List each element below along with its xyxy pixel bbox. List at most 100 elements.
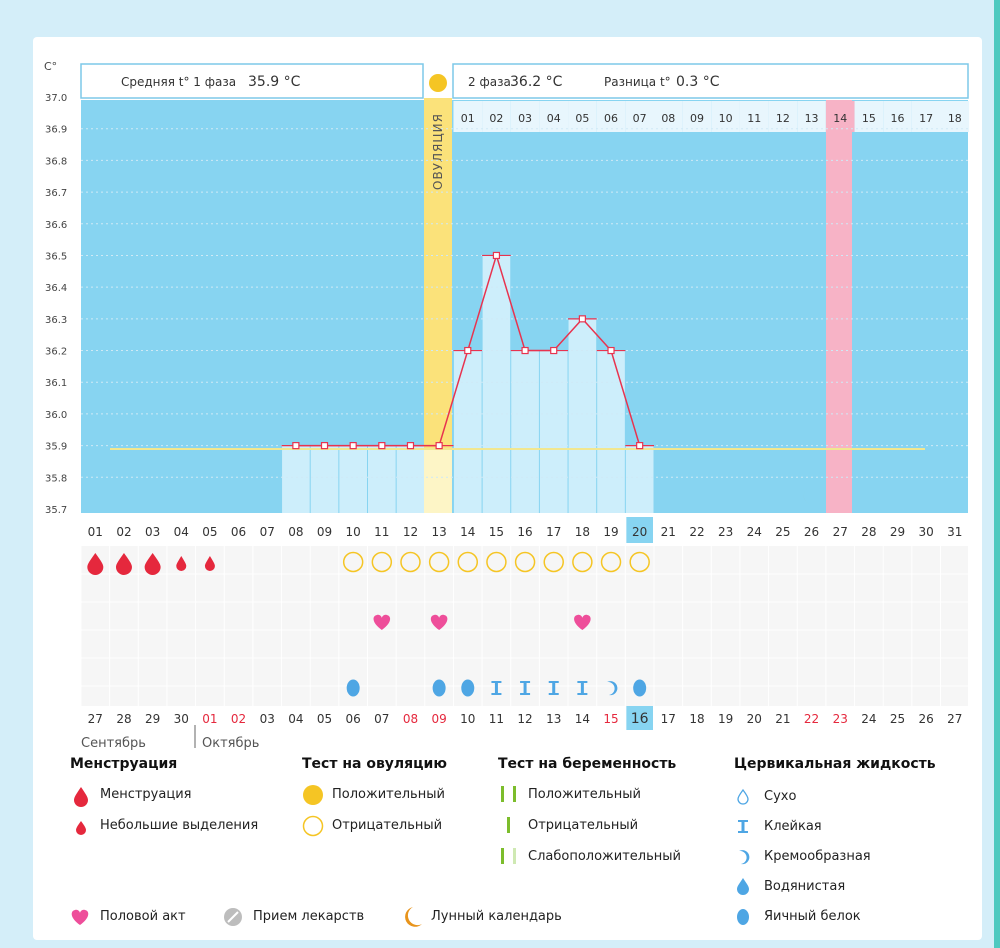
cycle-day-label[interactable]: 31 [947, 525, 962, 539]
cycle-day-label[interactable]: 27 [833, 525, 848, 539]
calendar-date-label[interactable]: 21 [775, 712, 790, 726]
calendar-date-label[interactable]: 04 [288, 712, 303, 726]
cycle-day-label[interactable]: 15 [489, 525, 504, 539]
calendar-date-label[interactable]: 16 [631, 711, 649, 727]
calendar-date-label[interactable]: 27 [88, 712, 103, 726]
cycle-day-label[interactable]: 05 [202, 525, 217, 539]
calendar-date-label[interactable]: 05 [317, 712, 332, 726]
cycle-day-label[interactable]: 03 [145, 525, 160, 539]
calendar-date-label[interactable]: 01 [202, 712, 217, 726]
calendar-date-label[interactable]: 06 [346, 712, 361, 726]
temperature-point[interactable] [492, 251, 501, 260]
calendar-date-label[interactable]: 29 [145, 712, 160, 726]
cycle-day-label[interactable]: 18 [575, 525, 590, 539]
calendar-date-label[interactable]: 22 [804, 712, 819, 726]
cycle-day-label[interactable]: 06 [231, 525, 246, 539]
calendar-date-label[interactable]: 11 [489, 712, 504, 726]
cycle-day-label[interactable]: 08 [288, 525, 303, 539]
calendar-date-label[interactable]: 13 [546, 712, 561, 726]
temperature-point[interactable] [349, 442, 357, 450]
calendar-date-label[interactable]: 20 [747, 712, 762, 726]
cycle-day-label[interactable]: 23 [718, 525, 733, 539]
cycle-day-label[interactable]: 10 [346, 525, 361, 539]
cycle-day-label[interactable]: 28 [861, 525, 876, 539]
eggwhite-icon[interactable] [461, 679, 475, 697]
calendar-date-label[interactable]: 28 [116, 712, 131, 726]
calendar-date-label[interactable]: 17 [661, 712, 676, 726]
cycle-day-label[interactable]: 26 [804, 525, 819, 539]
cycle-day-label[interactable]: 19 [603, 525, 618, 539]
cycle-day-label[interactable]: 11 [374, 525, 389, 539]
calendar-date-label[interactable]: 19 [718, 712, 733, 726]
spotting-drop-icon[interactable] [176, 556, 187, 571]
sticky-icon[interactable] [491, 681, 502, 695]
temperature-point[interactable] [521, 346, 529, 355]
eggwhite-icon[interactable] [633, 679, 647, 697]
cycle-day-label[interactable]: 07 [260, 525, 275, 539]
calendar-date-label[interactable]: 26 [919, 712, 934, 726]
heart-icon[interactable] [430, 614, 448, 630]
ovulation-test-icon[interactable] [629, 551, 650, 573]
menstruation-drop-icon[interactable] [87, 553, 104, 575]
ovulation-test-icon[interactable] [428, 551, 450, 573]
ovulation-test-icon[interactable] [342, 551, 364, 573]
ovulation-test-icon[interactable] [486, 551, 507, 573]
heart-icon[interactable] [574, 614, 591, 630]
cycle-day-label[interactable]: 02 [116, 525, 131, 539]
cycle-day-label[interactable]: 21 [661, 525, 676, 539]
calendar-date-label[interactable]: 10 [460, 712, 475, 726]
temperature-point[interactable] [636, 442, 644, 450]
cycle-day-label[interactable]: 20 [632, 525, 647, 539]
temperature-point[interactable] [435, 442, 443, 450]
calendar-date-label[interactable]: 12 [517, 712, 532, 726]
sticky-icon[interactable] [548, 681, 559, 695]
calendar-date-label[interactable]: 24 [861, 712, 876, 726]
eggwhite-icon[interactable] [432, 679, 446, 697]
calendar-date-label[interactable]: 02 [231, 712, 246, 726]
cycle-day-label[interactable]: 13 [431, 525, 446, 539]
ovulation-test-icon[interactable] [457, 551, 479, 573]
calendar-date-label[interactable]: 27 [947, 712, 962, 726]
cycle-day-label[interactable]: 24 [747, 525, 762, 539]
temperature-point[interactable] [292, 442, 300, 450]
temperature-point[interactable] [406, 442, 415, 450]
temperature-point[interactable] [550, 346, 558, 355]
cycle-day-label[interactable]: 16 [517, 525, 532, 539]
cycle-day-label[interactable]: 14 [460, 525, 475, 539]
cycle-day-label[interactable]: 12 [403, 525, 418, 539]
heart-icon[interactable] [373, 614, 391, 630]
creamy-icon[interactable] [607, 681, 618, 696]
calendar-date-label[interactable]: 03 [260, 712, 275, 726]
temperature-point[interactable] [578, 315, 586, 323]
calendar-date-label[interactable]: 15 [603, 712, 618, 726]
cycle-day-label[interactable]: 09 [317, 525, 332, 539]
cycle-day-label[interactable]: 29 [890, 525, 905, 539]
temperature-point[interactable] [320, 442, 329, 450]
cycle-day-label[interactable]: 17 [546, 525, 561, 539]
ovulation-test-icon[interactable] [543, 551, 564, 573]
ovulation-test-icon[interactable] [371, 551, 393, 573]
calendar-date-label[interactable]: 07 [374, 712, 389, 726]
calendar-date-label[interactable]: 09 [431, 712, 446, 726]
calendar-date-label[interactable]: 14 [575, 712, 590, 726]
temperature-point[interactable] [607, 346, 615, 355]
menstruation-drop-icon[interactable] [115, 553, 132, 575]
calendar-date-label[interactable]: 23 [833, 712, 848, 726]
eggwhite-icon[interactable] [346, 679, 360, 697]
cycle-day-label[interactable]: 01 [88, 525, 103, 539]
spotting-drop-icon[interactable] [204, 556, 215, 571]
temperature-point[interactable] [378, 442, 386, 450]
calendar-date-label[interactable]: 30 [174, 712, 189, 726]
ovulation-test-icon[interactable] [600, 551, 622, 573]
ovulation-test-icon[interactable] [514, 551, 536, 573]
menstruation-drop-icon[interactable] [144, 553, 161, 575]
cycle-day-label[interactable]: 25 [775, 525, 790, 539]
calendar-date-label[interactable]: 08 [403, 712, 418, 726]
calendar-date-label[interactable]: 18 [689, 712, 704, 726]
ovulation-test-icon[interactable] [572, 551, 593, 573]
sticky-icon[interactable] [520, 681, 531, 695]
cycle-day-label[interactable]: 04 [174, 525, 189, 539]
temperature-point[interactable] [464, 346, 472, 355]
cycle-day-label[interactable]: 22 [689, 525, 704, 539]
sticky-icon[interactable] [577, 681, 588, 695]
